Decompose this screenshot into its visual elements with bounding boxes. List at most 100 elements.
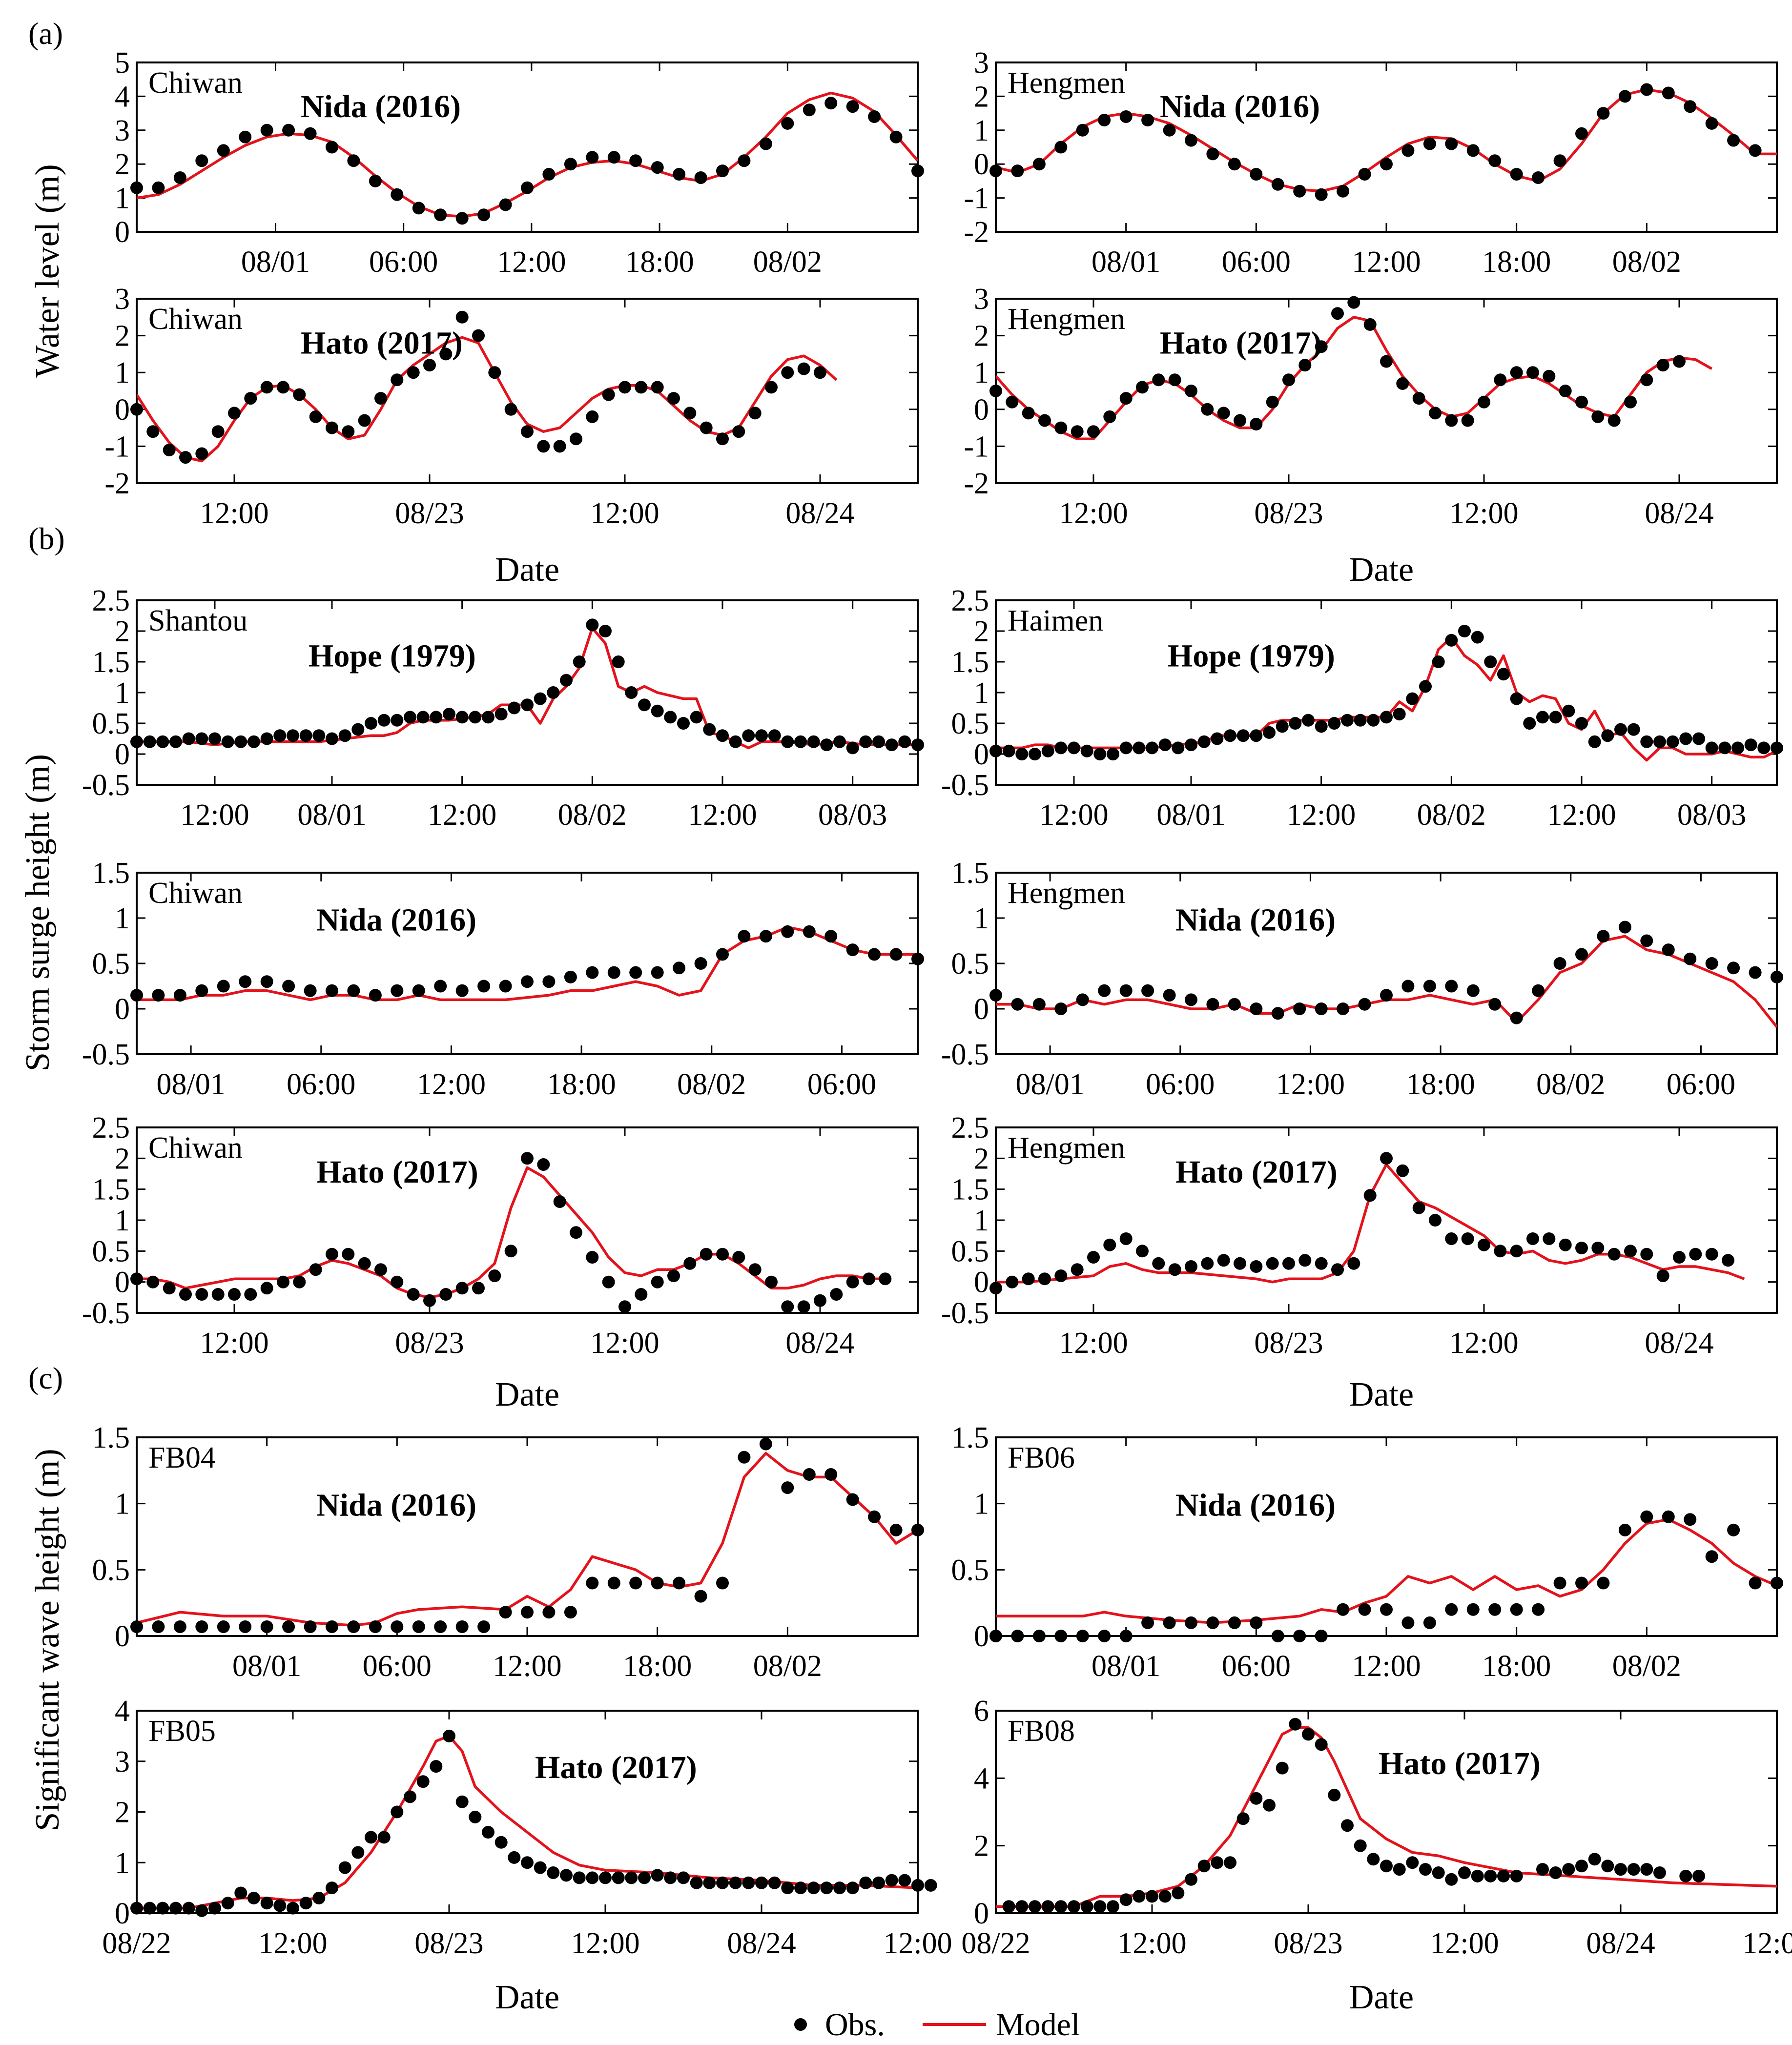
obs-point — [889, 1523, 903, 1536]
y-tick-label: 1.5 — [951, 857, 989, 890]
obs-point — [130, 1272, 143, 1286]
obs-point — [347, 1620, 360, 1633]
x-tick-label: 18:00 — [625, 245, 694, 279]
obs-point — [365, 1831, 377, 1844]
obs-point — [1640, 934, 1653, 947]
obs-point — [1211, 1856, 1224, 1869]
y-tick-label: 2 — [115, 1796, 130, 1829]
obs-point — [1597, 107, 1610, 120]
obs-point — [1298, 359, 1312, 372]
obs-point — [820, 738, 833, 752]
obs-point — [1107, 748, 1119, 760]
y-tick-label: 1 — [115, 1846, 130, 1880]
y-tick-label: -2 — [104, 467, 130, 500]
obs-point — [1107, 1900, 1119, 1913]
obs-point — [1250, 1616, 1263, 1629]
y-tick-label: 0 — [115, 1897, 130, 1930]
obs-point — [1119, 741, 1133, 755]
obs-point — [1432, 1866, 1445, 1879]
obs-point — [455, 1282, 469, 1295]
obs-point — [833, 1881, 846, 1895]
y-tick-label: 2 — [115, 1142, 130, 1175]
obs-point — [564, 158, 577, 171]
obs-point — [1684, 1513, 1697, 1526]
obs-point — [833, 735, 846, 748]
obs-point — [1562, 1863, 1575, 1876]
obs-point — [182, 732, 195, 745]
obs-point — [1087, 425, 1100, 438]
obs-point — [1217, 407, 1230, 420]
obs-point — [1412, 1201, 1425, 1214]
y-tick-label: 2 — [115, 320, 130, 353]
obs-point — [542, 168, 556, 181]
obs-point — [586, 618, 599, 632]
obs-point — [1011, 164, 1024, 178]
obs-point — [1224, 1856, 1236, 1869]
obs-point — [651, 381, 664, 394]
y-tick-label: 2 — [974, 615, 989, 648]
x-tick-label: 18:00 — [1482, 1650, 1551, 1683]
obs-point — [499, 198, 512, 211]
obs-point — [1054, 1900, 1068, 1913]
storm-label: Hato (2017) — [1160, 326, 1322, 361]
obs-point — [1289, 717, 1302, 730]
obs-point — [1380, 711, 1393, 724]
model-series-line — [137, 925, 918, 1002]
obs-point — [846, 100, 859, 113]
obs-point — [683, 407, 697, 420]
obs-point — [469, 1810, 482, 1823]
x-tick-label: 08/01 — [297, 798, 366, 832]
obs-point — [1315, 720, 1328, 733]
obs-point — [1347, 296, 1360, 309]
obs-point — [1396, 377, 1409, 390]
obs-point — [570, 1226, 582, 1239]
obs-point — [629, 966, 642, 979]
obs-point — [759, 930, 772, 943]
obs-point — [1093, 1900, 1107, 1913]
y-tick-label: 0 — [115, 216, 130, 249]
obs-point — [1461, 414, 1474, 427]
y-tick-label: 0.5 — [951, 1235, 989, 1268]
obs-point — [173, 171, 186, 184]
model-series-line — [996, 88, 1777, 193]
obs-point — [1168, 373, 1181, 387]
obs-point — [1185, 1616, 1197, 1629]
obs-point — [1076, 993, 1089, 1006]
obs-point — [889, 948, 903, 961]
y-tick-label: 0 — [115, 1266, 130, 1299]
obs-point — [1445, 980, 1458, 993]
y-tick-label: 3 — [115, 283, 130, 316]
obs-point — [1197, 735, 1211, 748]
obs-point — [455, 984, 469, 997]
obs-point — [234, 735, 247, 748]
obs-point — [1206, 147, 1219, 161]
model-series-line — [137, 626, 918, 750]
obs-point — [651, 161, 664, 174]
obs-point — [326, 141, 338, 154]
y-tick-label: 0.5 — [951, 947, 989, 981]
obs-point — [1054, 1630, 1068, 1642]
obs-point — [195, 1904, 208, 1917]
xlabel-date-c-left: Date — [495, 1979, 559, 2016]
x-tick-label: 12:00 — [1117, 1927, 1186, 1960]
y-tick-label: 2 — [974, 1142, 989, 1175]
x-tick-label: 08/24 — [785, 497, 854, 530]
x-tick-label: 08/01 — [241, 245, 310, 279]
obs-point — [163, 444, 176, 456]
x-tick-label: 12:00 — [493, 1650, 561, 1683]
obs-point — [1614, 723, 1627, 736]
obs-point — [1022, 407, 1035, 420]
obs-point — [586, 1251, 599, 1264]
obs-point — [304, 984, 317, 997]
y-tick-label: 1.5 — [951, 1421, 989, 1454]
x-tick-label: 06:00 — [363, 1650, 432, 1683]
obs-point — [732, 1251, 745, 1264]
storm-label: Nida (2016) — [301, 89, 461, 124]
obs-point — [537, 1158, 550, 1171]
obs-point — [1484, 1869, 1497, 1882]
obs-point — [1119, 110, 1133, 123]
legend-model-label: Model — [996, 2007, 1080, 2043]
obs-point — [1224, 729, 1236, 742]
obs-point — [1653, 735, 1666, 748]
obs-point — [868, 948, 881, 961]
